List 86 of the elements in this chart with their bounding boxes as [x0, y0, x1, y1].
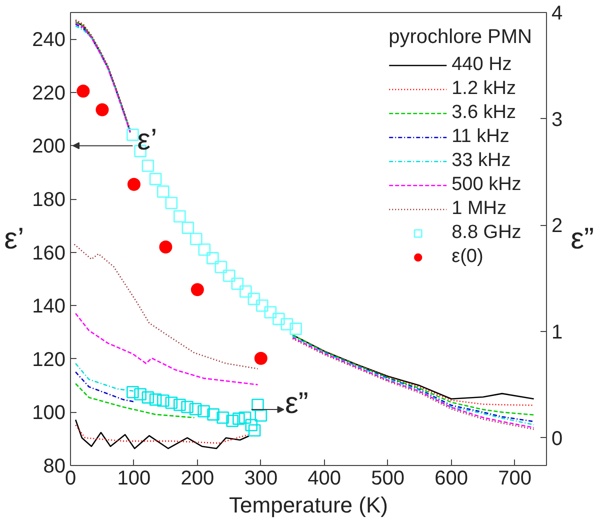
annotation: ε’ [137, 123, 158, 156]
point [264, 306, 277, 318]
y2-axis-title: ε” [570, 222, 594, 256]
x-tick-label: 300 [244, 468, 278, 490]
x-tick-label: 0 [64, 468, 76, 490]
point [174, 210, 186, 222]
legend-label: 11 kHz [452, 126, 510, 148]
point [165, 196, 178, 210]
point [126, 128, 139, 141]
point [142, 391, 154, 404]
point [272, 312, 285, 326]
y-tick-label: 180 [32, 189, 66, 212]
legend-label: 1.2 kHz [452, 78, 516, 100]
point [182, 222, 194, 234]
point [245, 418, 258, 432]
point [238, 412, 252, 424]
x-tick-label: 600 [434, 468, 468, 490]
point [254, 352, 268, 365]
point [76, 84, 90, 98]
point [206, 252, 219, 264]
x-tick-label: 500 [371, 468, 405, 490]
point [149, 172, 162, 186]
point [142, 160, 154, 172]
point [157, 185, 170, 198]
point [190, 283, 204, 296]
point [190, 232, 202, 246]
y2-tick-label: 4 [552, 2, 563, 24]
point [189, 402, 202, 416]
x-tick-label: 700 [498, 468, 532, 490]
x-tick-label: 200 [180, 468, 214, 490]
legend-label: ε(0) [452, 246, 484, 268]
point [280, 318, 294, 330]
point [223, 270, 236, 282]
y-tick-label: 120 [32, 348, 66, 371]
point [126, 386, 139, 398]
y-tick-label: 200 [32, 136, 66, 158]
y-tick-label: 220 [32, 82, 66, 104]
point [149, 393, 162, 406]
y-tick-label: 100 [32, 402, 66, 424]
y-tick-label: 160 [32, 242, 66, 264]
legend-label: 8.8 GHz [452, 222, 522, 244]
legend-label: 3.6 kHz [452, 102, 516, 124]
point [159, 240, 172, 254]
x-tick-label: 400 [308, 468, 342, 490]
point [134, 388, 146, 400]
point [231, 278, 244, 290]
point [226, 414, 238, 427]
point [165, 396, 178, 409]
x-axis-title: Temperature (K) [229, 492, 388, 518]
legend-label: 440 Hz [452, 54, 512, 76]
point [290, 322, 302, 335]
y-tick-label: 240 [32, 29, 66, 52]
line-series [74, 312, 258, 386]
point [214, 260, 228, 274]
point [248, 292, 260, 306]
line-series [74, 382, 195, 418]
point [96, 103, 109, 116]
point [256, 299, 268, 312]
line-series [74, 371, 135, 402]
legend-label: 1 MHz [452, 198, 507, 220]
point [157, 394, 170, 407]
y2-tick-label: 1 [552, 322, 563, 344]
point [216, 412, 229, 424]
line-series [74, 244, 258, 370]
point [232, 412, 245, 425]
x-tick-label: 100 [117, 468, 151, 490]
point [127, 178, 140, 191]
y2-tick-label: 0 [552, 428, 563, 450]
legend-title: pyrochlore PMN [388, 26, 532, 49]
annotation: ε” [285, 387, 308, 420]
point [198, 405, 210, 418]
point [174, 398, 186, 412]
y-tick-label: 80 [43, 456, 66, 478]
legend-label: 33 kHz [452, 150, 511, 172]
point [240, 285, 252, 298]
y-tick-label: 140 [32, 296, 66, 318]
point [207, 408, 220, 421]
y-axis-title: ε’ [4, 222, 24, 256]
point [248, 424, 261, 437]
point [254, 409, 268, 422]
y2-tick-label: 2 [552, 215, 563, 238]
point [198, 244, 211, 256]
legend-label: 500 kHz [452, 174, 522, 196]
point [252, 398, 264, 412]
point [181, 400, 194, 414]
y2-tick-label: 3 [552, 108, 563, 131]
